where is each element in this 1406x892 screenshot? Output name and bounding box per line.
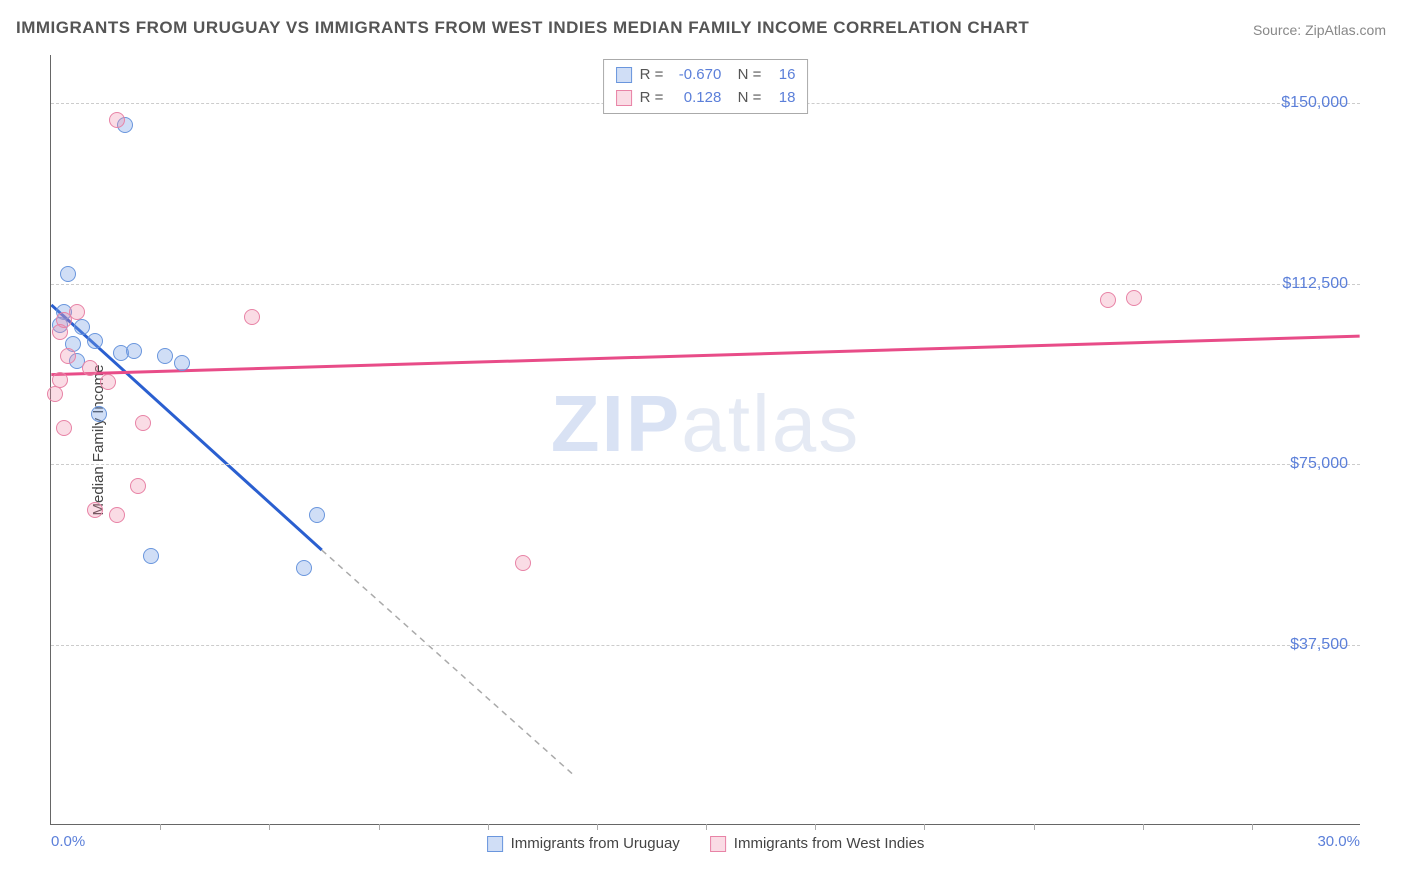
legend-series-label: Immigrants from Uruguay xyxy=(511,835,680,852)
x-tick xyxy=(815,824,816,830)
legend-stats-row-westindies: R = 0.128 N = 18 xyxy=(616,87,796,110)
scatter-point-uruguay xyxy=(143,548,159,564)
scatter-point-uruguay xyxy=(126,343,142,359)
scatter-point-westindies xyxy=(1126,290,1142,306)
scatter-point-uruguay xyxy=(60,266,76,282)
x-axis-max-label: 30.0% xyxy=(1317,833,1360,850)
scatter-point-uruguay xyxy=(87,333,103,349)
watermark: ZIPatlas xyxy=(551,378,860,470)
scatter-point-uruguay xyxy=(309,507,325,523)
legend-r-value-westindies: 0.128 xyxy=(671,87,721,110)
swatch-westindies-icon xyxy=(710,836,726,852)
scatter-point-westindies xyxy=(100,374,116,390)
gridline xyxy=(51,645,1360,646)
legend-r-value-uruguay: -0.670 xyxy=(671,64,721,87)
legend-series-uruguay: Immigrants from Uruguay xyxy=(487,835,680,852)
x-tick xyxy=(706,824,707,830)
chart-svg xyxy=(51,55,1360,824)
scatter-point-uruguay xyxy=(296,560,312,576)
swatch-westindies-icon xyxy=(616,90,632,106)
legend-n-value-uruguay: 16 xyxy=(769,64,795,87)
scatter-point-westindies xyxy=(515,555,531,571)
legend-n-value-westindies: 18 xyxy=(769,87,795,110)
gridline xyxy=(51,284,1360,285)
x-tick xyxy=(488,824,489,830)
trend-line xyxy=(51,336,1359,374)
legend-n-label: N = xyxy=(729,64,761,87)
legend-stats-row-uruguay: R = -0.670 N = 16 xyxy=(616,64,796,87)
x-tick xyxy=(379,824,380,830)
watermark-rest: atlas xyxy=(681,379,860,468)
scatter-point-westindies xyxy=(130,478,146,494)
y-tick-label: $75,000 xyxy=(1290,455,1348,473)
scatter-point-westindies xyxy=(244,309,260,325)
scatter-point-westindies xyxy=(87,502,103,518)
y-tick-label: $112,500 xyxy=(1282,275,1348,293)
legend-series: Immigrants from Uruguay Immigrants from … xyxy=(487,835,925,852)
source-attribution: Source: ZipAtlas.com xyxy=(1253,22,1386,38)
legend-r-label: R = xyxy=(640,87,664,110)
scatter-point-westindies xyxy=(109,507,125,523)
scatter-point-westindies xyxy=(135,415,151,431)
x-axis-min-label: 0.0% xyxy=(51,833,85,850)
y-tick-label: $150,000 xyxy=(1281,94,1348,112)
scatter-point-westindies xyxy=(109,112,125,128)
scatter-point-uruguay xyxy=(91,406,107,422)
y-tick-label: $37,500 xyxy=(1290,636,1348,654)
plot-area: Median Family Income R = -0.670 N = 16 R… xyxy=(50,55,1360,825)
legend-series-westindies: Immigrants from West Indies xyxy=(710,835,925,852)
x-tick xyxy=(924,824,925,830)
legend-n-label: N = xyxy=(729,87,761,110)
scatter-point-westindies xyxy=(56,420,72,436)
scatter-point-uruguay xyxy=(74,319,90,335)
scatter-point-westindies xyxy=(56,312,72,328)
chart-title: IMMIGRANTS FROM URUGUAY VS IMMIGRANTS FR… xyxy=(16,18,1029,38)
scatter-point-westindies xyxy=(1100,292,1116,308)
trend-line xyxy=(322,550,575,776)
scatter-point-uruguay xyxy=(157,348,173,364)
swatch-uruguay-icon xyxy=(487,836,503,852)
scatter-point-westindies xyxy=(60,348,76,364)
scatter-point-uruguay xyxy=(174,355,190,371)
x-tick xyxy=(1143,824,1144,830)
legend-series-label: Immigrants from West Indies xyxy=(734,835,925,852)
scatter-point-westindies xyxy=(47,386,63,402)
x-tick xyxy=(269,824,270,830)
legend-stats: R = -0.670 N = 16 R = 0.128 N = 18 xyxy=(603,59,809,114)
x-tick xyxy=(160,824,161,830)
watermark-bold: ZIP xyxy=(551,379,681,468)
scatter-point-westindies xyxy=(82,360,98,376)
x-tick xyxy=(1034,824,1035,830)
x-tick xyxy=(1252,824,1253,830)
gridline xyxy=(51,464,1360,465)
x-tick xyxy=(597,824,598,830)
legend-r-label: R = xyxy=(640,64,664,87)
swatch-uruguay-icon xyxy=(616,67,632,83)
